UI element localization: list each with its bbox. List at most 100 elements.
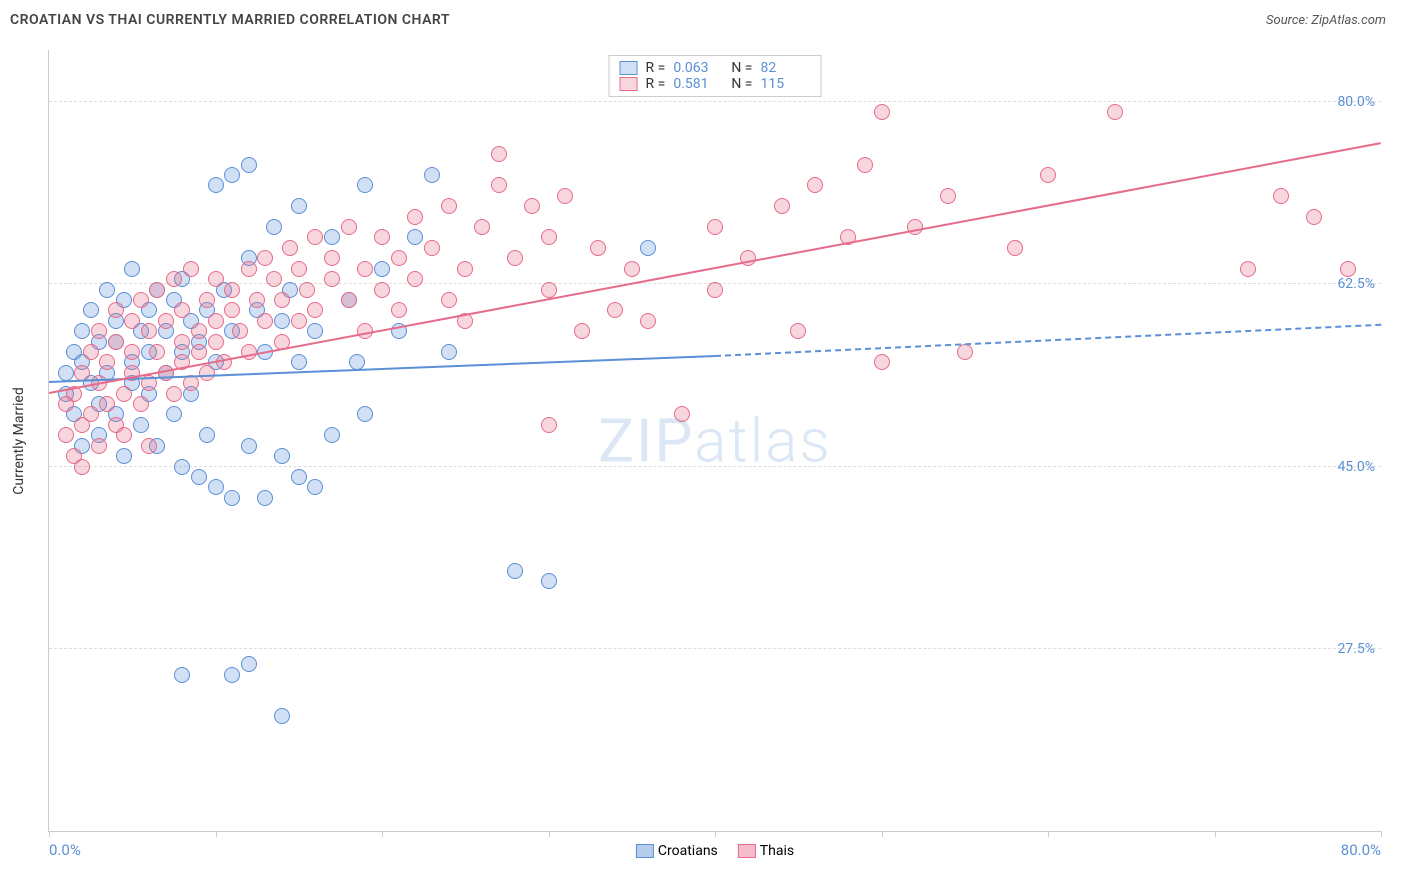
- scatter-point: [407, 209, 423, 225]
- scatter-point: [740, 250, 756, 266]
- scatter-point: [58, 365, 74, 381]
- x-tick: [882, 831, 883, 837]
- legend-stats: R =0.063N =82R =0.581N =115: [609, 55, 822, 97]
- scatter-point: [874, 104, 890, 120]
- scatter-point: [274, 708, 290, 724]
- scatter-point: [1306, 209, 1322, 225]
- scatter-point: [241, 656, 257, 672]
- scatter-point: [199, 427, 215, 443]
- scatter-point: [91, 438, 107, 454]
- scatter-point: [357, 261, 373, 277]
- y-axis-label: Currently Married: [11, 387, 27, 494]
- scatter-point: [441, 292, 457, 308]
- scatter-point: [74, 365, 90, 381]
- legend-stat-row: R =0.063N =82: [620, 60, 811, 76]
- scatter-point: [907, 219, 923, 235]
- gridline: [49, 101, 1381, 102]
- scatter-point: [174, 667, 190, 683]
- legend-n-value: 82: [760, 60, 810, 76]
- scatter-point: [257, 490, 273, 506]
- scatter-point: [224, 167, 240, 183]
- scatter-point: [166, 271, 182, 287]
- scatter-point: [391, 302, 407, 318]
- scatter-point: [74, 459, 90, 475]
- scatter-point: [441, 344, 457, 360]
- scatter-point: [257, 250, 273, 266]
- scatter-point: [149, 344, 165, 360]
- scatter-point: [116, 448, 132, 464]
- scatter-point: [507, 250, 523, 266]
- scatter-point: [83, 406, 99, 422]
- scatter-point: [241, 157, 257, 173]
- scatter-point: [957, 344, 973, 360]
- scatter-point: [324, 271, 340, 287]
- scatter-point: [299, 282, 315, 298]
- scatter-point: [707, 282, 723, 298]
- scatter-point: [324, 229, 340, 245]
- scatter-point: [307, 323, 323, 339]
- scatter-point: [640, 240, 656, 256]
- scatter-point: [1240, 261, 1256, 277]
- scatter-point: [224, 490, 240, 506]
- y-tick-label: 45.0%: [1337, 459, 1375, 475]
- scatter-point: [307, 229, 323, 245]
- scatter-point: [124, 344, 140, 360]
- scatter-point: [208, 271, 224, 287]
- scatter-point: [640, 313, 656, 329]
- scatter-point: [307, 479, 323, 495]
- scatter-point: [291, 198, 307, 214]
- trend-line: [715, 324, 1381, 357]
- scatter-point: [241, 344, 257, 360]
- scatter-point: [590, 240, 606, 256]
- scatter-point: [141, 323, 157, 339]
- scatter-point: [166, 406, 182, 422]
- scatter-point: [133, 396, 149, 412]
- scatter-point: [774, 198, 790, 214]
- scatter-point: [124, 261, 140, 277]
- scatter-point: [324, 427, 340, 443]
- scatter-point: [291, 313, 307, 329]
- chart-header: CROATIAN VS THAI CURRENTLY MARRIED CORRE…: [0, 0, 1406, 40]
- scatter-point: [524, 198, 540, 214]
- scatter-point: [274, 292, 290, 308]
- scatter-point: [232, 323, 248, 339]
- scatter-point: [441, 198, 457, 214]
- scatter-point: [291, 354, 307, 370]
- scatter-point: [407, 271, 423, 287]
- scatter-point: [257, 313, 273, 329]
- scatter-point: [374, 229, 390, 245]
- scatter-point: [266, 271, 282, 287]
- scatter-point: [208, 313, 224, 329]
- scatter-point: [216, 354, 232, 370]
- scatter-point: [407, 229, 423, 245]
- scatter-point: [158, 313, 174, 329]
- legend-item: Thais: [738, 843, 794, 859]
- scatter-point: [208, 177, 224, 193]
- legend-r-value: 0.581: [673, 76, 723, 92]
- scatter-point: [208, 479, 224, 495]
- legend-r-label: R =: [646, 60, 666, 76]
- scatter-point: [58, 427, 74, 443]
- legend-series: CroatiansThais: [636, 843, 794, 859]
- scatter-point: [874, 354, 890, 370]
- scatter-point: [607, 302, 623, 318]
- gridline: [49, 648, 1381, 649]
- scatter-point: [574, 323, 590, 339]
- scatter-point: [108, 302, 124, 318]
- legend-swatch: [738, 844, 756, 858]
- chart-title: CROATIAN VS THAI CURRENTLY MARRIED CORRE…: [10, 12, 450, 28]
- scatter-point: [282, 240, 298, 256]
- scatter-point: [133, 417, 149, 433]
- scatter-point: [133, 292, 149, 308]
- x-tick: [1215, 831, 1216, 837]
- source-label: Source: ZipAtlas.com: [1266, 13, 1386, 28]
- x-tick: [549, 831, 550, 837]
- scatter-point: [99, 282, 115, 298]
- scatter-point: [1273, 188, 1289, 204]
- x-tick: [49, 831, 50, 837]
- y-tick-label: 27.5%: [1337, 641, 1375, 657]
- scatter-point: [541, 417, 557, 433]
- legend-swatch: [620, 77, 638, 91]
- scatter-point: [291, 261, 307, 277]
- legend-label: Thais: [760, 843, 794, 859]
